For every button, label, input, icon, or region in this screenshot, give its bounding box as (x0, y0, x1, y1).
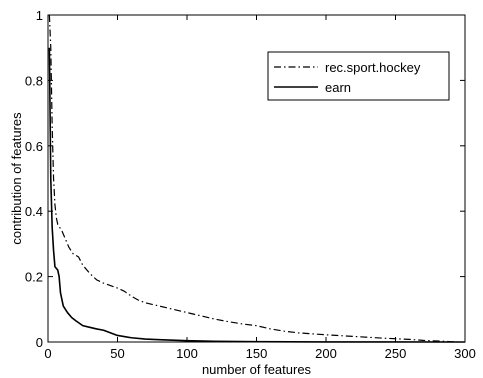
series-line-hockey (48, 14, 459, 343)
y-axis-label: contribution of features (9, 112, 24, 245)
y-tick-label: 0 (36, 335, 43, 350)
axis-ticks: 0 50 100 150 200 250 300 0 0.2 0.4 0.6 0.8 1 (25, 8, 476, 361)
x-tick-label: 0 (44, 346, 51, 361)
x-tick-label: 200 (315, 346, 337, 361)
series-line-earn (48, 47, 466, 343)
legend-label-earn: earn (325, 80, 351, 95)
y-tick-label: 0.2 (25, 270, 43, 285)
x-tick-label: 300 (454, 346, 476, 361)
legend: rec.sport.hockey earn (267, 51, 450, 101)
x-tick-label: 50 (110, 346, 124, 361)
series-layer (48, 14, 466, 343)
x-axis-label: number of features (202, 362, 312, 377)
x-tick-label: 100 (176, 346, 198, 361)
y-tick-label: 1 (36, 8, 43, 23)
x-tick-label: 150 (246, 346, 268, 361)
legend-label-hockey: rec.sport.hockey (325, 60, 421, 75)
x-tick-label: 250 (385, 346, 407, 361)
y-tick-label: 0.4 (25, 204, 43, 219)
legend-box (267, 51, 450, 101)
y-tick-label: 0.6 (25, 139, 43, 154)
y-tick-label: 0.8 (25, 73, 43, 88)
